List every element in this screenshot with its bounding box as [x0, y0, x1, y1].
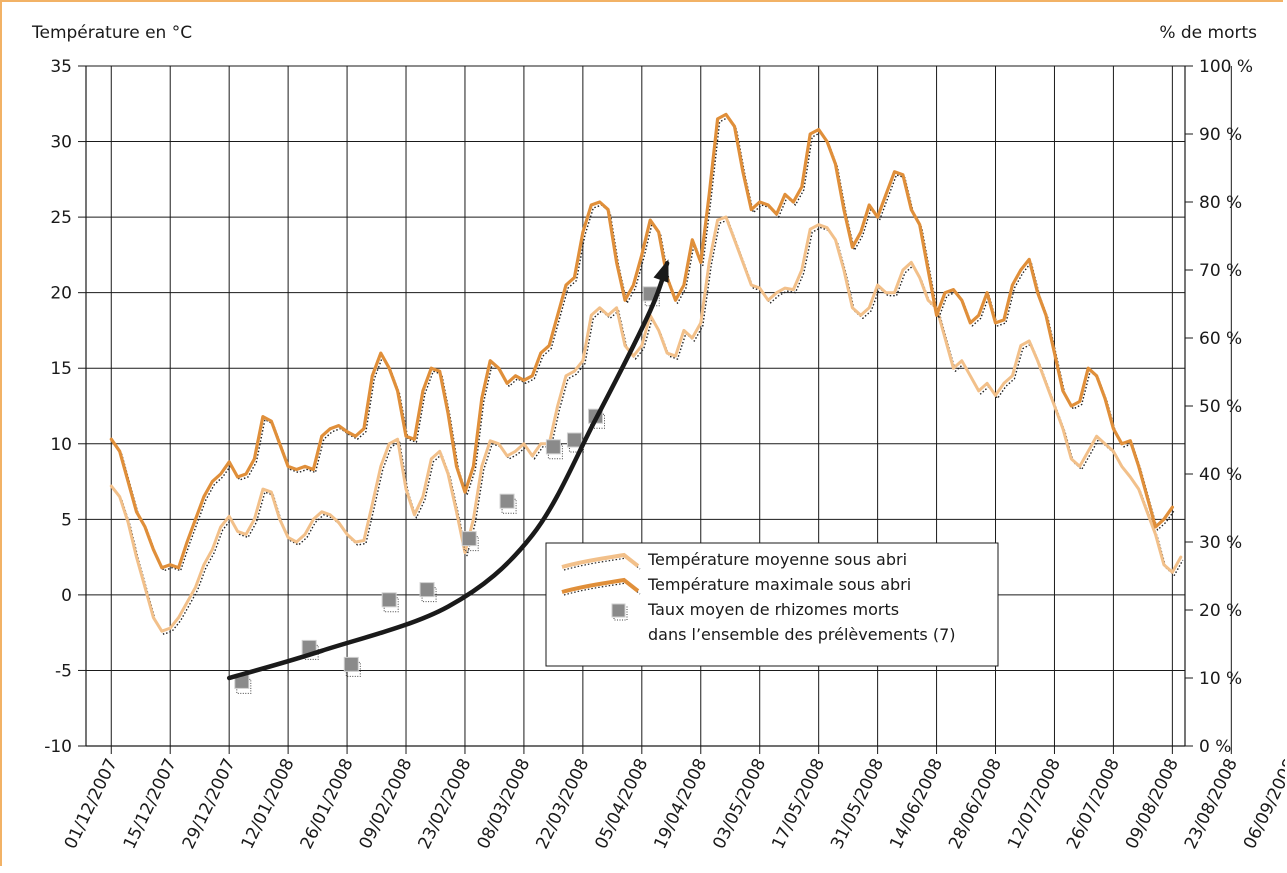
axes [78, 65, 1232, 754]
marker-point [419, 582, 435, 598]
legend-label-mean: Température moyenne sous abri [647, 550, 907, 569]
y-right-tick-label: 20 % [1199, 601, 1242, 621]
y-right-tick-label: 10 % [1199, 669, 1242, 689]
marker-shadow [547, 444, 563, 460]
marker-point [566, 432, 582, 448]
legend-label-max: Température maximale sous abri [647, 575, 911, 594]
trend-arrow-shaft [226, 260, 670, 681]
marker-shadow [383, 597, 399, 613]
series-line-0 [109, 215, 1183, 633]
legend-swatches [561, 552, 641, 621]
y-left-tick-label: 25 [50, 208, 72, 228]
series-shadow-1 [112, 116, 1175, 572]
marker-shadow [463, 536, 479, 552]
y-left-tick-label: 20 [50, 284, 72, 304]
y-right-tick-label: 90 % [1199, 125, 1242, 145]
legend-swatch-line-0 [561, 552, 640, 569]
x-tick-label: 31/05/2008 [827, 755, 888, 852]
x-tick-label: 23/08/2008 [1181, 755, 1242, 852]
y-left-tick-label: -5 [55, 661, 72, 681]
x-tick-label: 12/07/2008 [1004, 755, 1065, 852]
series-layer [109, 112, 1184, 635]
x-tick-label: 03/05/2008 [709, 755, 770, 852]
y-right-tick-label: 40 % [1199, 465, 1242, 485]
x-tick-label: 26/01/2008 [297, 755, 358, 852]
y-left-tick-label: 0 [61, 586, 72, 606]
legend-label-rhizomes-line2: dans l’ensemble des prélèvements (7) [648, 625, 956, 644]
tick-labels: 35 30 25 20 15 10 5 0 -5 -10 100 % 90 % 80 % 70 % 60 %… [44, 57, 1287, 852]
y-right-tick-label: 100 % [1199, 57, 1253, 77]
x-tick-label: 28/06/2008 [945, 755, 1006, 852]
series-shadow-0 [112, 219, 1184, 635]
x-tick-label: 26/07/2008 [1063, 755, 1124, 852]
y-right-tick-label: 60 % [1199, 329, 1242, 349]
x-tick-label: 17/05/2008 [768, 755, 829, 852]
y-right-axis-title: % de morts [1159, 23, 1257, 43]
x-tick-label: 22/03/2008 [532, 755, 593, 852]
x-tick-label: 19/04/2008 [650, 755, 711, 852]
marker-shadow [345, 661, 361, 677]
x-tick-label: 23/02/2008 [415, 755, 476, 852]
marker-shadow [589, 413, 605, 429]
x-tick-label: 08/03/2008 [473, 755, 534, 852]
y-left-tick-label: -10 [44, 737, 72, 757]
trend-arrow-head [653, 259, 669, 283]
y-left-tick-label: 30 [50, 133, 72, 153]
y-right-tick-label: 70 % [1199, 261, 1242, 281]
x-tick-label: 14/06/2008 [886, 755, 947, 852]
y-left-tick-label: 15 [50, 359, 72, 379]
x-tick-label: 09/02/2008 [356, 755, 417, 852]
marker-point [343, 656, 359, 672]
legend-label-rhizomes: Taux moyen de rhizomes morts dans l’ense… [647, 600, 956, 644]
trend-arrow-layer [226, 259, 670, 681]
marker-point [461, 531, 477, 547]
legend: Température moyenne sous abri Températur… [545, 542, 999, 667]
y-left-tick-label: 10 [50, 435, 72, 455]
y-right-tick-label: 80 % [1199, 193, 1242, 213]
marker-shadow [236, 678, 252, 694]
x-tick-label: 12/01/2008 [238, 755, 299, 852]
x-tick-label: 15/12/2007 [120, 755, 181, 852]
marker-shadow [421, 587, 437, 603]
x-tick-label: 05/04/2008 [591, 755, 652, 852]
series-line-1 [109, 112, 1175, 570]
legend-swatch-line-1 [561, 577, 640, 594]
x-tick-label: 06/09/2008 [1240, 755, 1285, 852]
x-tick-label: 09/08/2008 [1122, 755, 1183, 852]
marker-shadow [501, 498, 517, 514]
legend-swatch-marker [611, 603, 626, 618]
y-left-tick-label: 35 [50, 57, 72, 77]
y-left-axis-title: Température en °C [31, 23, 192, 43]
y-right-tick-label: 0 % [1199, 737, 1231, 757]
legend-label-rhizomes-line1: Taux moyen de rhizomes morts [647, 600, 899, 619]
marker-point [499, 493, 515, 509]
y-left-tick-label: 5 [61, 510, 72, 530]
y-right-tick-label: 50 % [1199, 397, 1242, 417]
x-tick-label: 29/12/2007 [179, 755, 240, 852]
marker-point [381, 592, 397, 608]
marker-point [545, 439, 561, 455]
x-tick-label: 01/12/2007 [61, 755, 122, 852]
y-right-tick-label: 30 % [1199, 533, 1242, 553]
